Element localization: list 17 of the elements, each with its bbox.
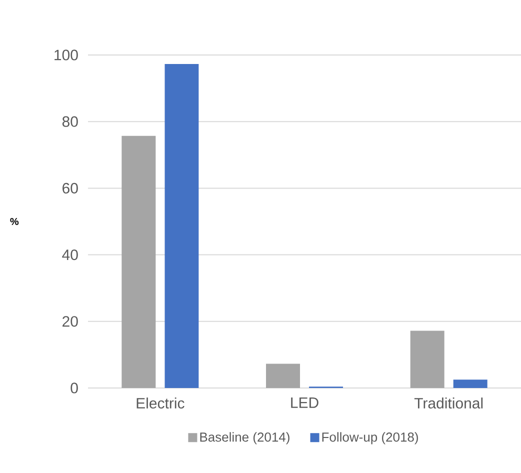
y-tick-label: 20	[62, 316, 78, 327]
y-axis-title: %	[10, 218, 19, 226]
bar	[410, 330, 444, 388]
x-tick-label: LED	[291, 398, 318, 408]
y-tick-label: 60	[62, 182, 78, 194]
legend-label: Follow-up (2018)	[322, 432, 418, 444]
x-tick-label: Electric	[136, 398, 184, 409]
y-tick-label: 0	[70, 382, 78, 394]
bar	[122, 136, 156, 388]
bar	[453, 380, 488, 388]
legend-label: Baseline (2014)	[200, 432, 290, 444]
y-tick-label: 40	[62, 249, 78, 260]
y-tick-label: 80	[62, 116, 78, 127]
x-tick-label: Traditional	[414, 398, 483, 409]
y-tick-label: 100	[54, 50, 78, 60]
bar	[266, 364, 300, 388]
bar	[164, 64, 199, 388]
